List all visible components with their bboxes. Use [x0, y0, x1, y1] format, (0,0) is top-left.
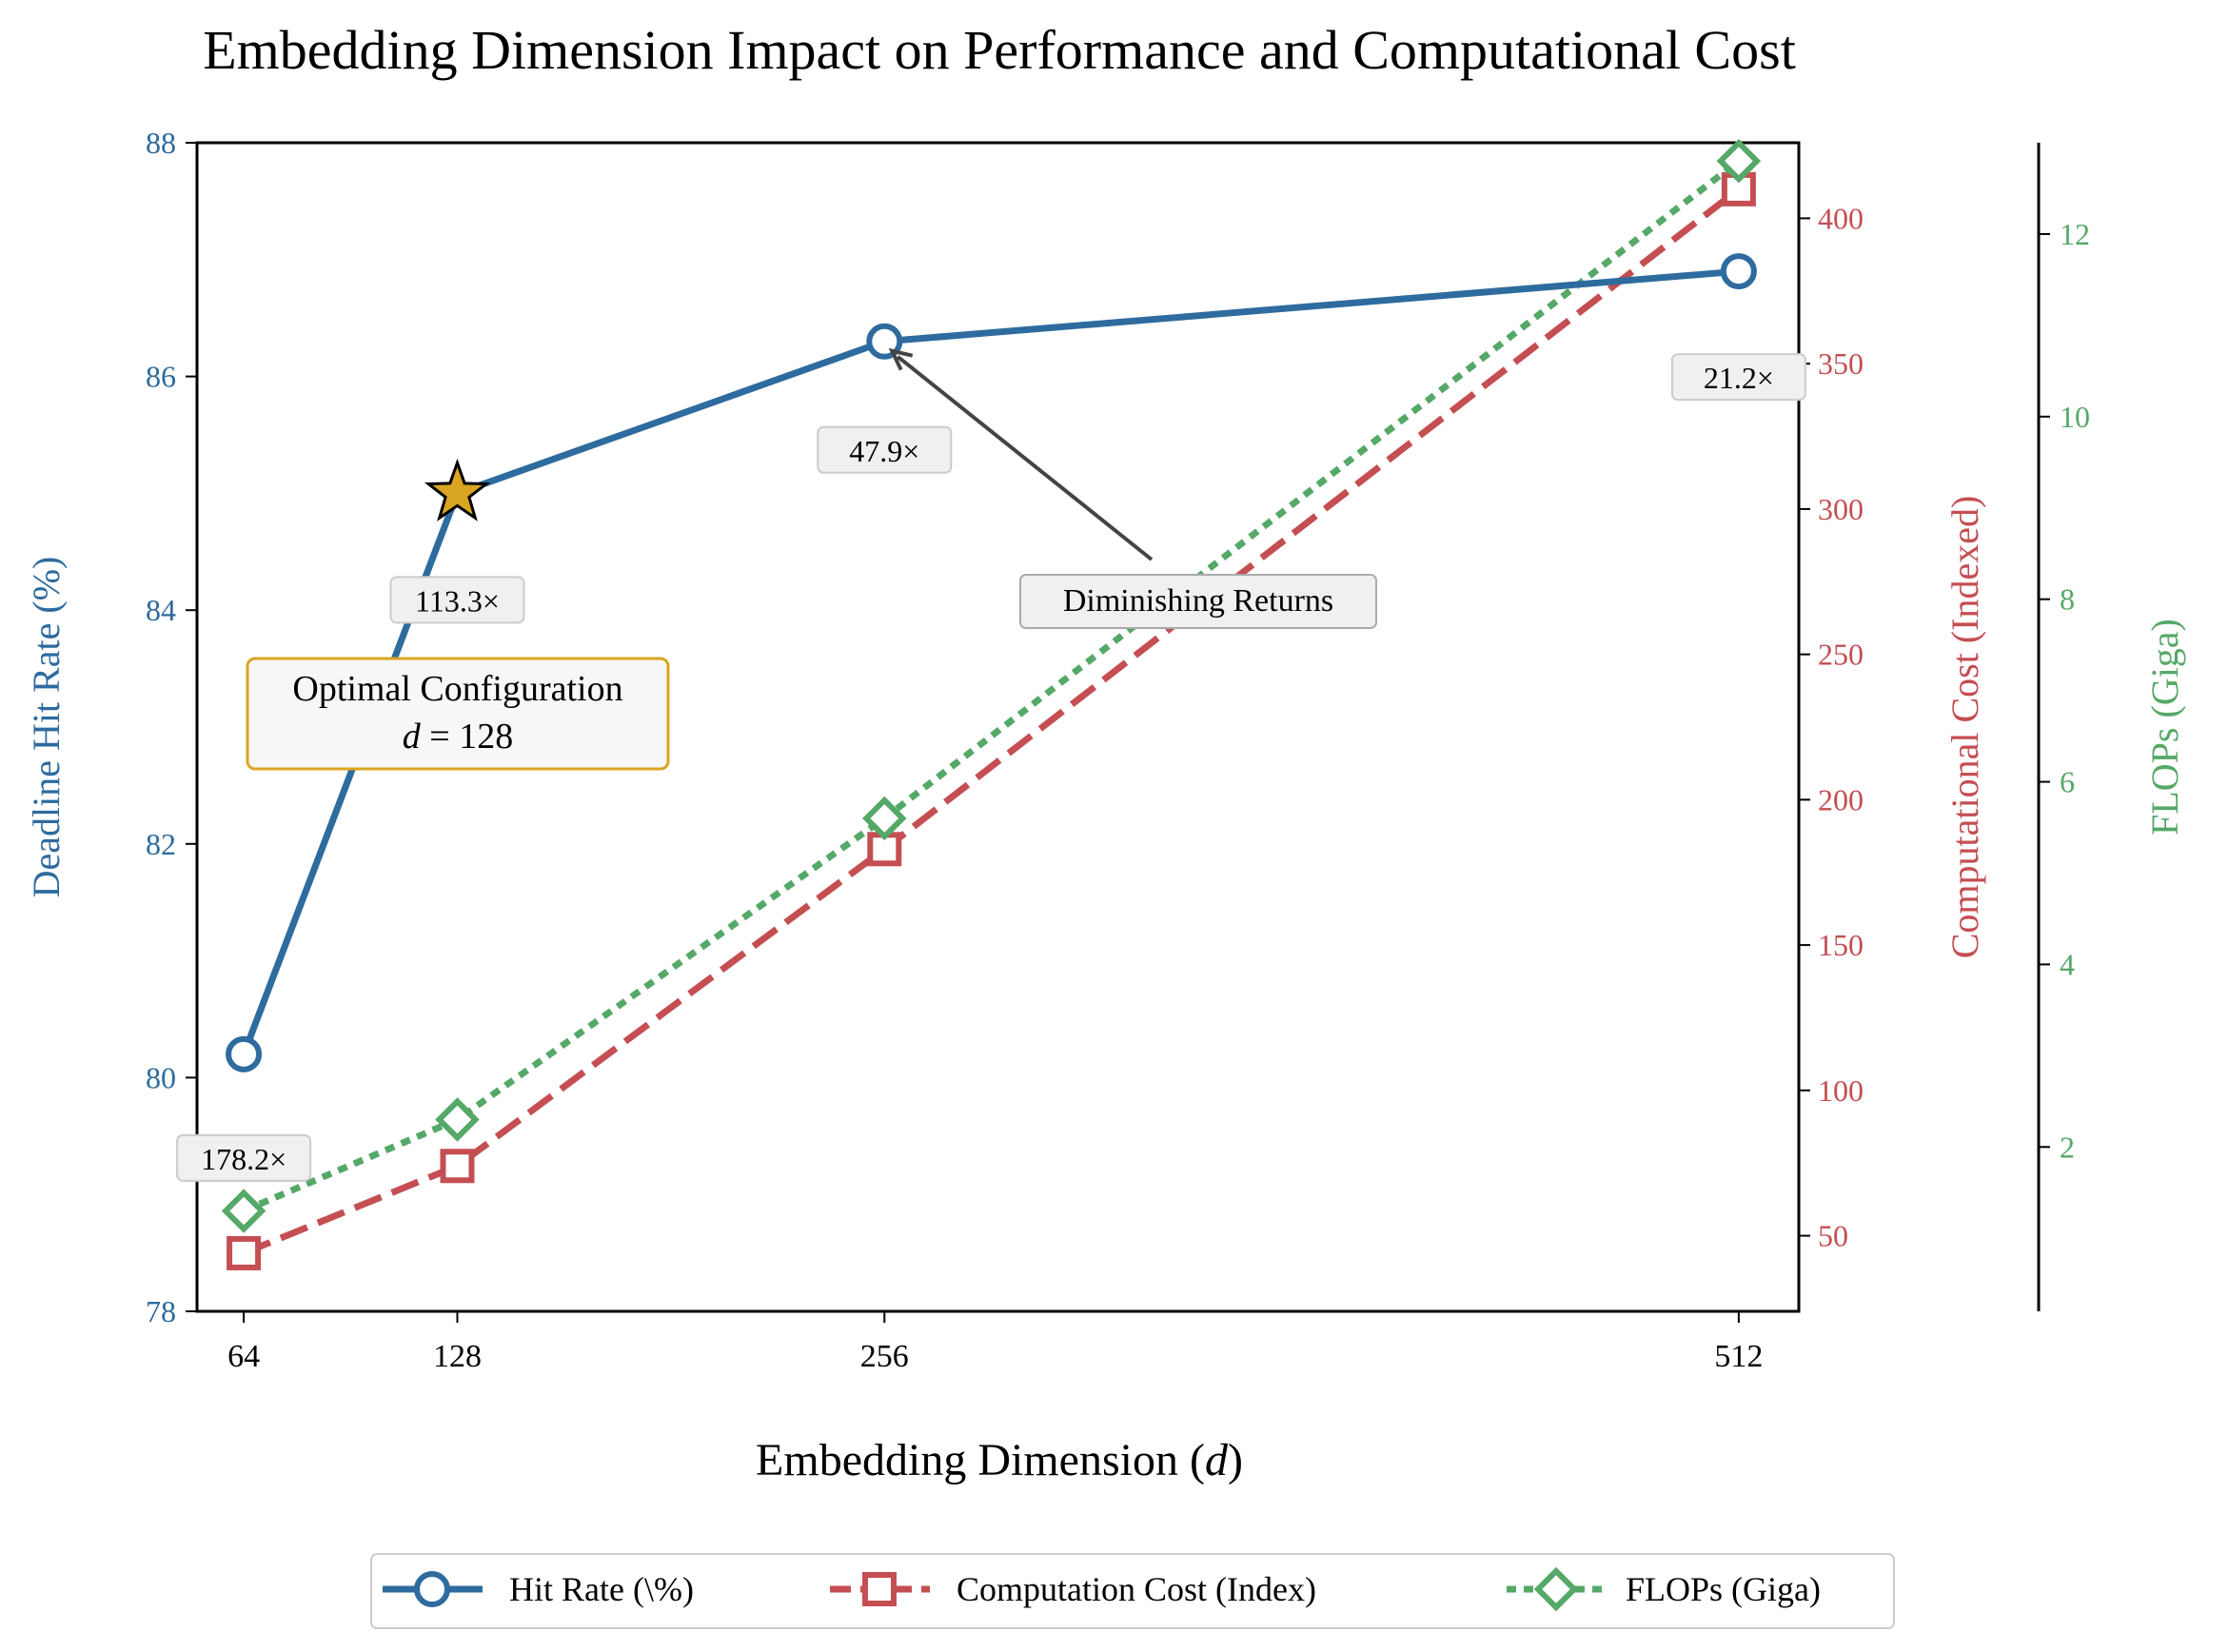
- annotations-group: 178.2× 113.3× 47.9× 21.2× Optimal Configurat…: [176, 347, 1806, 1182]
- diamond-marker: [435, 1097, 480, 1142]
- left-tick-label: 82: [146, 827, 176, 861]
- cost-axis-label: Computational Cost (Indexed): [1943, 496, 1986, 959]
- x-axis-label: Embedding Dimension (d): [756, 1435, 1243, 1485]
- series-group: [221, 138, 1762, 1270]
- optimal-config-box: [246, 657, 670, 771]
- legend-label: FLOPs (Giga): [1626, 1570, 1821, 1608]
- speedup-label: 47.9×: [849, 434, 919, 468]
- flops-tick-label: 6: [2060, 765, 2075, 799]
- flops-tick-label: 2: [2060, 1130, 2075, 1164]
- speedup-label: 113.3×: [415, 583, 500, 618]
- diminishing-label: Diminishing Returns: [1063, 583, 1333, 619]
- x-tick-label: 64: [227, 1339, 260, 1374]
- speedup-label: 178.2×: [201, 1142, 286, 1176]
- chart-title: Embedding Dimension Impact on Performanc…: [203, 19, 1796, 81]
- legend: Hit Rate (\%) Computation Cost (Index) FLO…: [370, 1553, 1895, 1629]
- diminishing-arrow-line: [897, 355, 1154, 561]
- speedup-label-box: [1670, 353, 1806, 402]
- speedup-label-box: [389, 576, 525, 624]
- speedup-label: 21.2×: [1704, 361, 1774, 395]
- plot-frame: [195, 141, 1801, 1313]
- x-tick-label: 512: [1714, 1339, 1763, 1374]
- x-tick-label: 256: [860, 1339, 909, 1374]
- circle-marker: [226, 1035, 263, 1072]
- circle-marker: [414, 1571, 450, 1607]
- left-tick-label: 80: [146, 1060, 176, 1094]
- left-tick-label: 86: [146, 360, 176, 394]
- cost-tick-label: 200: [1818, 782, 1864, 816]
- optimal-config-title: Optimal Configuration: [292, 669, 622, 709]
- cost-tick-label: 300: [1818, 492, 1864, 526]
- optimal-config-equation: d = 128: [403, 717, 513, 757]
- series-line-square: [242, 187, 1742, 1257]
- flops-tick-label: 12: [2060, 217, 2090, 251]
- optimal-config-var: d: [403, 717, 422, 757]
- flops-axis-label: FLOPs (Giga): [2143, 619, 2186, 836]
- x-tick-label: 128: [433, 1339, 482, 1374]
- left-tick-label: 78: [146, 1294, 176, 1328]
- left-tick-label: 88: [146, 126, 176, 160]
- legend-box: [370, 1553, 1895, 1629]
- flops-tick-label: 4: [2060, 947, 2075, 981]
- x-axis-label-text: Embedding Dimension (: [756, 1435, 1205, 1485]
- cost-tick-label: 350: [1818, 346, 1864, 381]
- series-line-circle: [240, 267, 1740, 1056]
- diminishing-arrow-head: [888, 347, 914, 371]
- cost-tick-label: 50: [1818, 1219, 1848, 1253]
- cost-tick-label: 100: [1818, 1073, 1864, 1108]
- diamond-marker: [1533, 1566, 1579, 1612]
- diamond-marker: [221, 1189, 266, 1233]
- diamond-marker: [862, 796, 907, 841]
- optimal-config-value: = 128: [421, 717, 513, 757]
- left-tick-label: 84: [146, 593, 176, 627]
- square-marker: [862, 1572, 897, 1606]
- cost-tick-label: 150: [1818, 928, 1864, 962]
- optimal-star-marker: [424, 458, 491, 521]
- square-marker: [440, 1149, 475, 1184]
- axes-group: 64 128 256 51278808284868850100150200250300…: [25, 126, 2186, 1374]
- circle-marker: [1720, 253, 1757, 290]
- diminishing-box: [1019, 574, 1377, 629]
- x-axis-label-var: d: [1205, 1435, 1229, 1485]
- cost-tick-label: 400: [1818, 201, 1864, 235]
- speedup-label-box: [176, 1133, 312, 1182]
- flops-tick-label: 10: [2060, 400, 2090, 434]
- speedup-label-box: [817, 425, 953, 474]
- left-axis-label: Deadline Hit Rate (%): [25, 557, 68, 898]
- legend-label: Hit Rate (\%): [509, 1570, 694, 1608]
- x-axis-label-end: ): [1228, 1435, 1243, 1485]
- flops-tick-label: 8: [2060, 582, 2075, 617]
- series-line-diamond: [242, 158, 1742, 1214]
- legend-label: Computation Cost (Index): [957, 1570, 1316, 1608]
- diamond-marker: [1716, 138, 1762, 184]
- square-marker: [227, 1235, 262, 1270]
- cost-tick-label: 250: [1818, 638, 1864, 672]
